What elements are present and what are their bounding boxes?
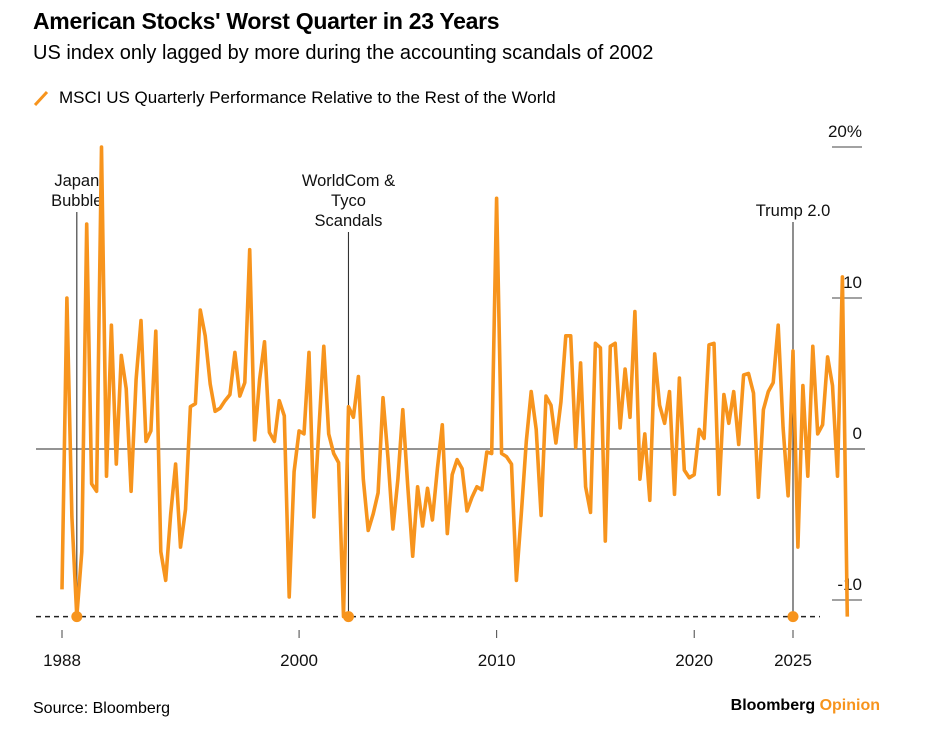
annotation-label: Tyco	[331, 192, 366, 210]
brand-accent: Opinion	[819, 697, 880, 714]
annotation-label: Scandals	[315, 212, 383, 230]
series-line	[60, 145, 850, 619]
data-point-marker	[71, 611, 83, 623]
legend-line-icon	[33, 90, 49, 106]
annotation-label: Japan	[54, 172, 99, 190]
data-point-marker	[342, 611, 354, 623]
annotation-label: WorldCom &	[302, 172, 395, 190]
source-note: Source: Bloomberg	[33, 700, 170, 717]
y-tick-label: 20%	[828, 122, 862, 141]
x-tick-label: 2010	[478, 651, 516, 670]
legend-label: MSCI US Quarterly Performance Relative t…	[59, 88, 556, 107]
x-tick-label: 2020	[675, 651, 713, 670]
brand-main: Bloomberg	[730, 697, 816, 714]
x-tick-label: 2025	[774, 651, 812, 670]
annotation-label: Trump 2.0	[756, 202, 831, 220]
x-tick-label: 2000	[280, 651, 318, 670]
y-tick-label: 0	[853, 424, 862, 443]
data-point-marker	[787, 611, 799, 623]
chart-legend: MSCI US Quarterly Performance Relative t…	[33, 88, 556, 108]
x-tick-label: 1988	[43, 651, 81, 670]
annotation-label: Bubble	[51, 192, 102, 210]
y-tick-label: 10	[843, 273, 862, 292]
page-subtitle: US index only lagged by more during the …	[33, 42, 654, 64]
y-tick-label: -10	[837, 575, 862, 594]
page-title: American Stocks' Worst Quarter in 23 Yea…	[33, 8, 500, 34]
brand-logo: Bloomberg Opinion	[731, 697, 880, 715]
